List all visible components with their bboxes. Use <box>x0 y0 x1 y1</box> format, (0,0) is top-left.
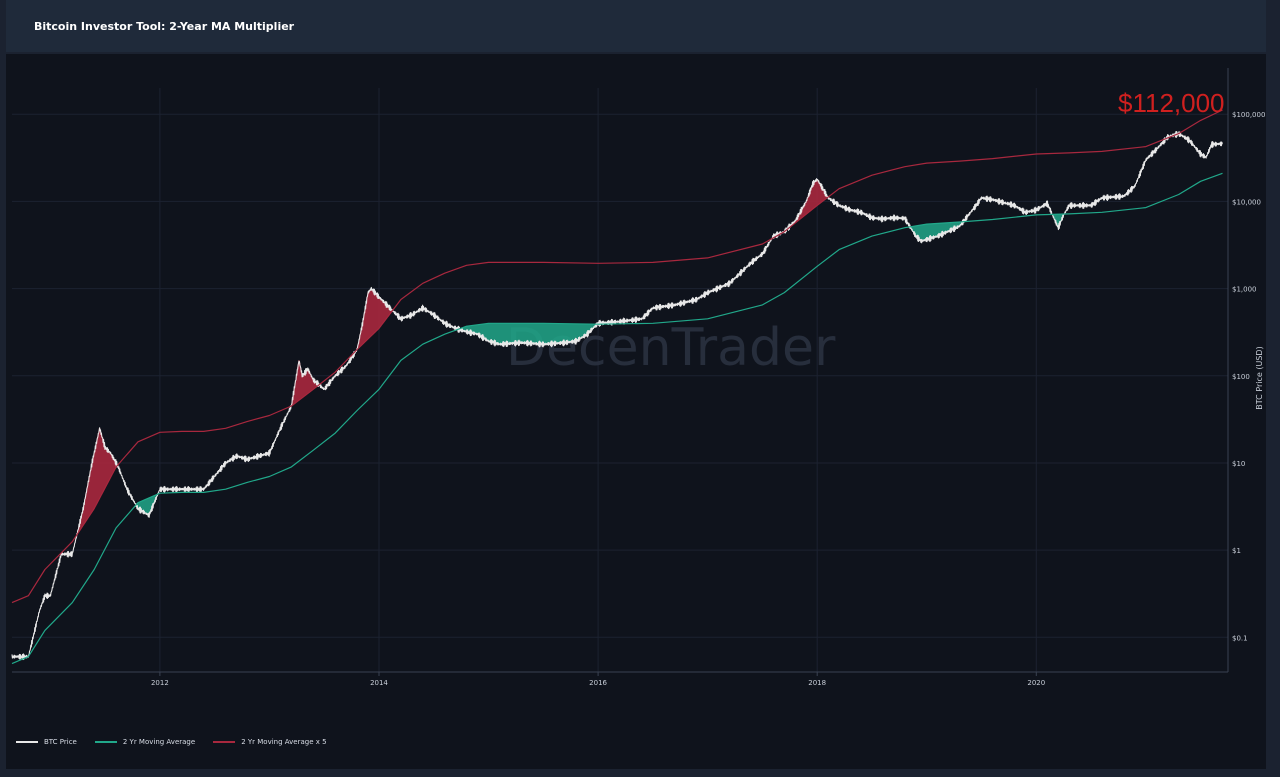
gridlines <box>12 88 1228 672</box>
legend-label-ma: 2 Yr Moving Average <box>122 738 196 746</box>
legend-item-ma5[interactable]: 2 Yr Moving Average x 5 <box>213 738 327 746</box>
y-tick-label: $100,000 <box>1232 111 1265 119</box>
x-tick-label: 2018 <box>808 679 826 687</box>
y-tick-label: $0.1 <box>1232 634 1248 642</box>
legend-swatch-ma5 <box>213 741 236 743</box>
legend-item-ma[interactable]: 2 Yr Moving Average <box>94 738 196 746</box>
series-lines <box>11 109 1223 665</box>
legend: BTC Price 2 Yr Moving Average 2 Yr Movin… <box>16 738 327 746</box>
ma-line <box>11 172 1223 665</box>
axes: 2012 2014 2016 2018 2020 $0.1 $1 $10 $100 $1,000 $… <box>12 68 1265 687</box>
chart-panel <box>6 54 1266 769</box>
legend-swatch-btc <box>16 741 38 743</box>
x-tick-label: 2012 <box>151 679 169 687</box>
ma5-line <box>11 109 1223 604</box>
legend-label-btc: BTC Price <box>44 738 77 746</box>
x-tick-label: 2014 <box>370 679 388 687</box>
y-tick-label: $1 <box>1232 547 1241 555</box>
y-tick-label: $100 <box>1232 373 1250 381</box>
y-tick-label: $10 <box>1232 460 1245 468</box>
price-target-annotation: $112,000 <box>1118 88 1225 118</box>
legend-swatch-ma <box>94 741 117 743</box>
y-tick-label: $1,000 <box>1232 286 1257 294</box>
header-bar: Bitcoin Investor Tool: 2-Year MA Multipl… <box>6 0 1266 52</box>
x-tick-label: 2016 <box>589 679 607 687</box>
btc-price-line <box>11 131 1223 661</box>
x-tick-label: 2020 <box>1027 679 1045 687</box>
legend-item-btc[interactable]: BTC Price <box>16 738 77 746</box>
page-title: Bitcoin Investor Tool: 2-Year MA Multipl… <box>34 20 295 33</box>
y-axis-label: BTC Price (USD) <box>1255 346 1264 409</box>
legend-label-ma5: 2 Yr Moving Average x 5 <box>241 738 327 746</box>
y-tick-label: $10,000 <box>1232 198 1261 206</box>
